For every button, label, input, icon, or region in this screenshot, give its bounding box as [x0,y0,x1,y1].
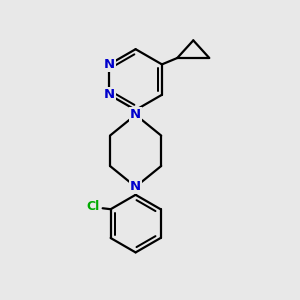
Text: N: N [130,180,141,193]
Text: N: N [130,108,141,121]
Text: N: N [104,58,115,71]
Text: Cl: Cl [86,200,100,213]
Text: N: N [104,88,115,101]
